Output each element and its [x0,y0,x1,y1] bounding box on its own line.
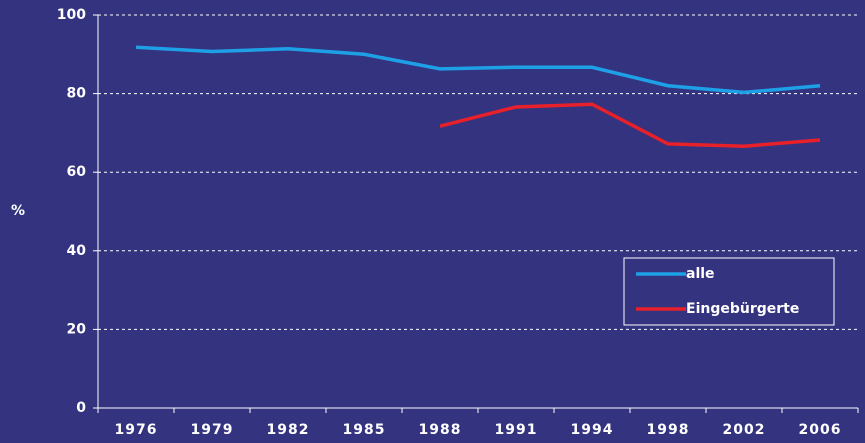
x-tick-label: 1991 [495,422,538,438]
y-tick-label: 80 [67,86,87,102]
x-tick-label: 1976 [115,422,158,438]
x-tick-label: 1985 [343,422,386,438]
line [135,45,821,95]
x-tick-label: 2002 [723,422,766,438]
y-tick-label: 0 [76,400,86,416]
legend [623,257,835,326]
x-tick-label: 1982 [267,422,310,438]
y-axis-label: % [11,203,25,219]
x-tick-label: 1994 [571,422,614,438]
x-tick-label: 1979 [191,422,234,438]
x-tick-label: 1998 [647,422,690,438]
legend-label: alle [686,266,715,282]
x-tick-label: 1988 [419,422,462,438]
line [439,102,821,149]
legend-label: Eingebürgerte [686,301,799,317]
y-tick-label: 60 [67,164,87,180]
x-tick-label: 2006 [799,422,842,438]
y-tick-label: 40 [67,243,87,259]
y-tick-label: 100 [57,7,86,23]
y-tick-label: 20 [67,321,87,337]
